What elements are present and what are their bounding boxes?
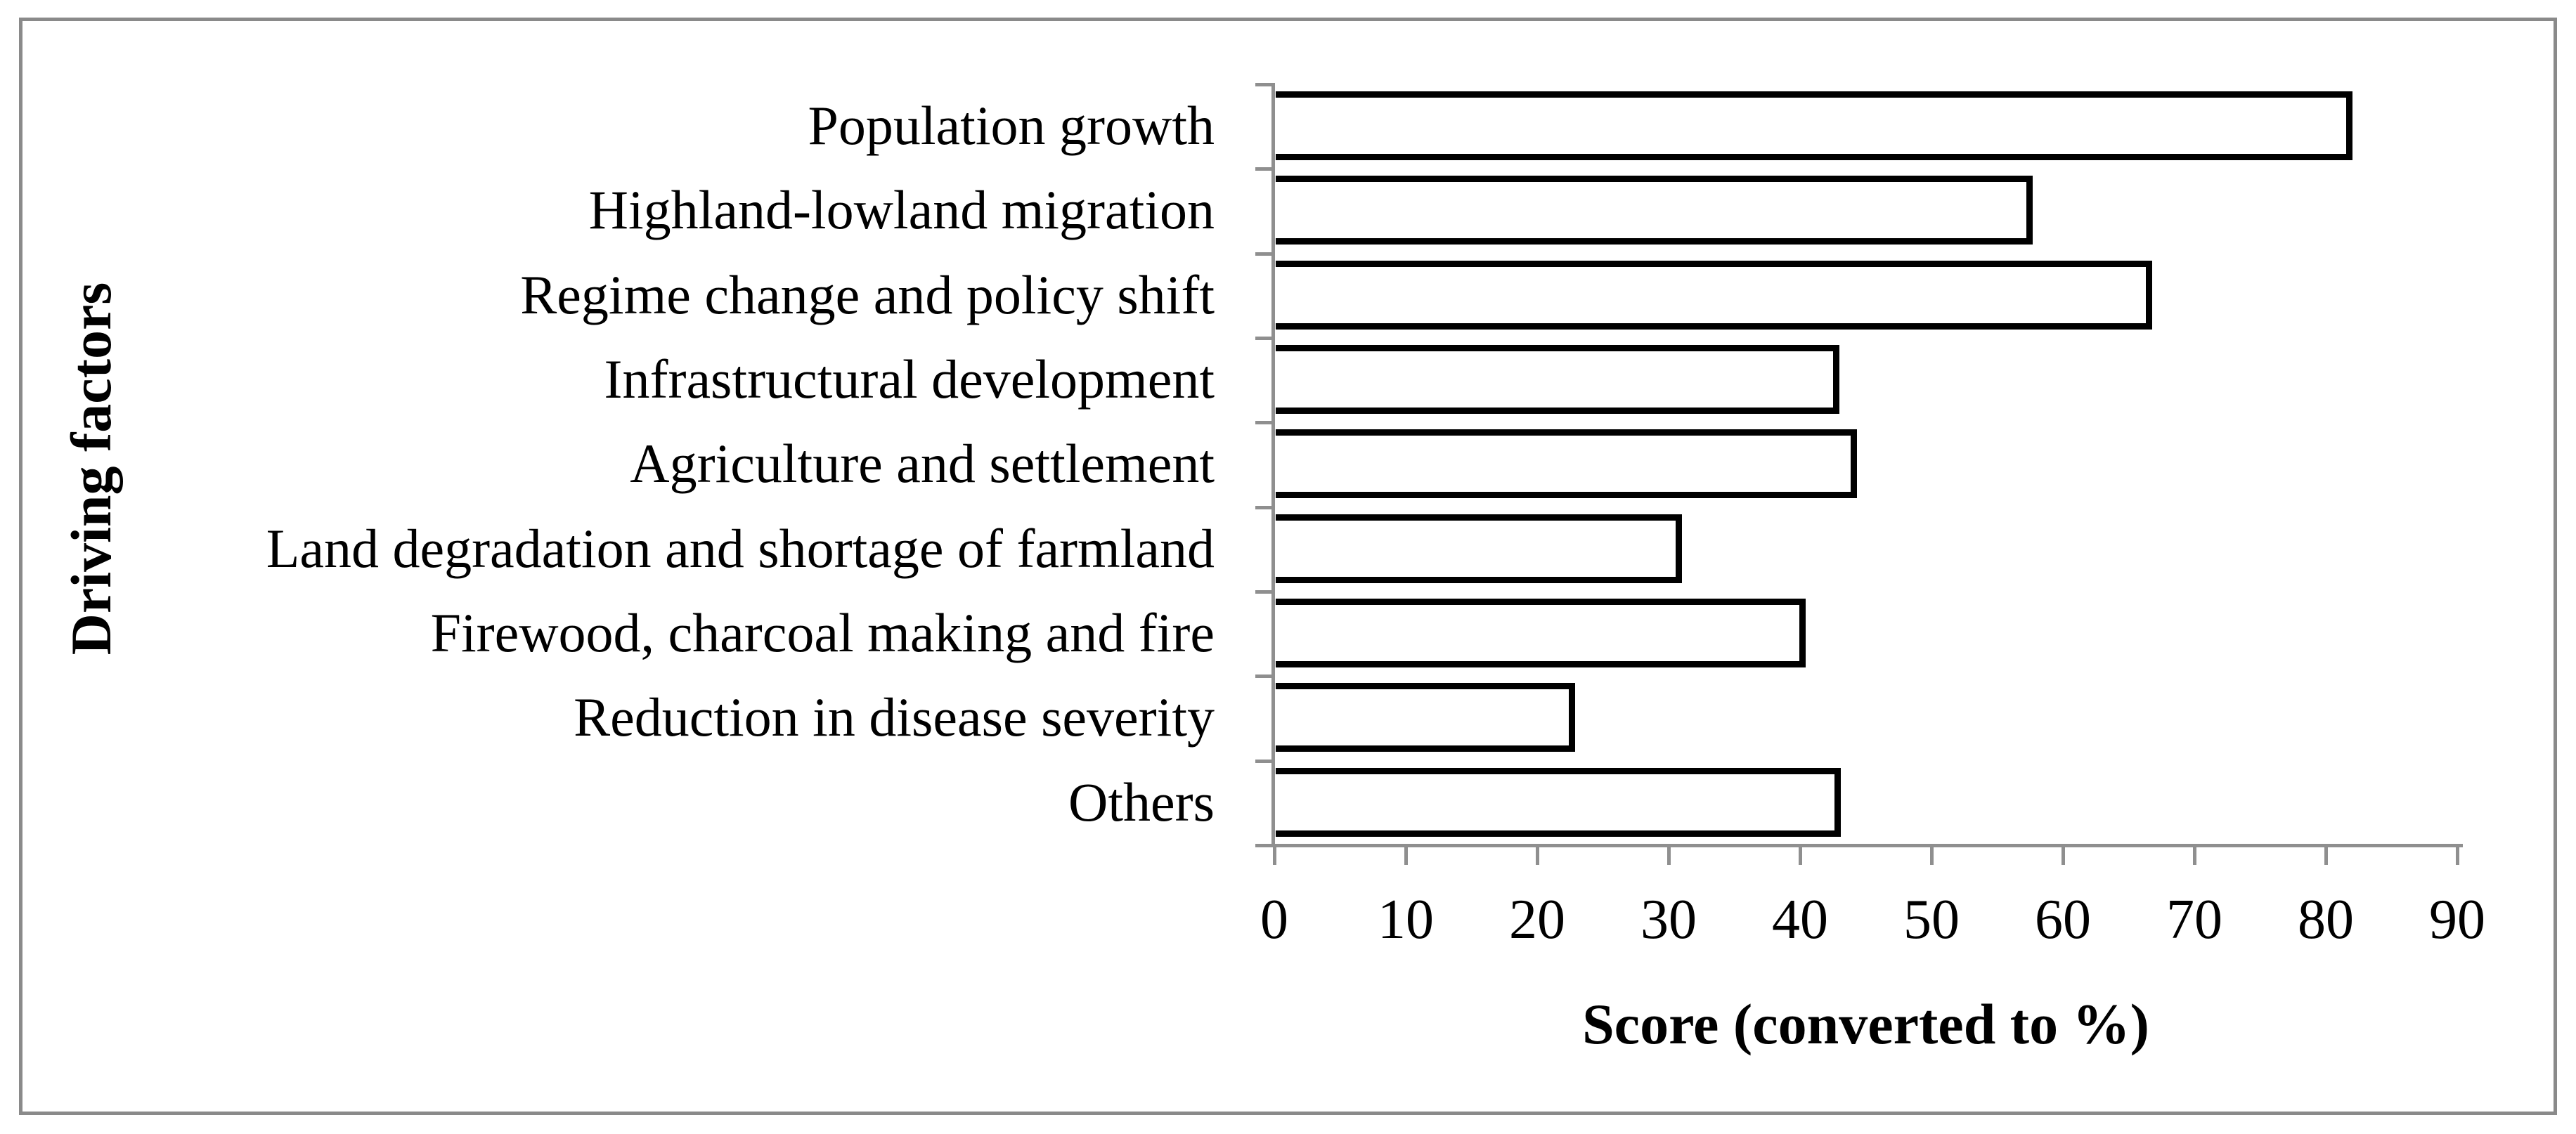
x-axis-tick-label: 50: [1903, 889, 1960, 951]
y-axis-category-tick: [1255, 760, 1274, 763]
category-label: Regime change and policy shift: [520, 264, 1215, 325]
x-axis-tick: [1930, 844, 1934, 865]
x-axis-tick: [2324, 844, 2328, 865]
bar-firewood-charcoal-making-and-fire: [1276, 599, 1806, 667]
x-axis-tick: [2456, 844, 2459, 865]
category-label: Infrastructural development: [604, 348, 1215, 410]
bar-population-growth: [1276, 91, 2352, 160]
x-axis-tick-label: 20: [1509, 889, 1565, 951]
bar-infrastructural-development: [1276, 345, 1839, 414]
bar-land-degradation-and-shortage-of-farmland: [1276, 514, 1682, 583]
y-axis-category-tick: [1255, 337, 1274, 340]
y-axis-category-tick: [1255, 506, 1274, 509]
bar-agriculture-and-settlement: [1276, 429, 1857, 498]
y-axis-line: [1271, 83, 1275, 847]
x-axis-tick-label: 90: [2429, 889, 2485, 951]
bar-highland-lowland-migration: [1276, 176, 2033, 245]
category-label: Others: [1068, 771, 1215, 833]
y-axis-category-tick: [1255, 590, 1274, 594]
category-label: Agriculture and settlement: [630, 433, 1215, 494]
x-axis-tick-label: 60: [2035, 889, 2091, 951]
y-axis-category-tick: [1255, 674, 1274, 678]
y-axis-category-tick: [1255, 421, 1274, 424]
x-axis-tick-label: 70: [2166, 889, 2222, 951]
y-axis-category-tick: [1255, 252, 1274, 256]
y-axis-category-tick: [1255, 167, 1274, 171]
category-label: Reduction in disease severity: [574, 686, 1215, 748]
x-axis-tick: [1404, 844, 1408, 865]
x-axis-tick: [1273, 844, 1276, 865]
x-axis-title: Score (converted to %): [1582, 992, 2149, 1056]
x-axis-tick-label: 30: [1640, 889, 1697, 951]
x-axis-tick: [2062, 844, 2065, 865]
category-label: Land degradation and shortage of farmlan…: [266, 518, 1215, 579]
x-axis-tick-label: 10: [1378, 889, 1434, 951]
category-label: Population growth: [808, 95, 1215, 156]
y-axis-title: Driving factors: [59, 282, 123, 656]
bar-regime-change-and-policy-shift: [1276, 261, 2152, 330]
category-label: Firewood, charcoal making and fire: [430, 602, 1215, 663]
x-axis-tick: [1667, 844, 1671, 865]
x-axis-tick: [1536, 844, 1539, 865]
category-label: Highland-lowland migration: [588, 179, 1215, 240]
bar-others: [1276, 768, 1841, 837]
x-axis-tick-label: 0: [1260, 889, 1288, 951]
x-axis-tick-label: 80: [2298, 889, 2354, 951]
x-axis-tick: [1799, 844, 1802, 865]
x-axis-line: [1255, 844, 2463, 847]
x-axis-tick: [2193, 844, 2196, 865]
x-axis-tick-label: 40: [1772, 889, 1828, 951]
bar-reduction-in-disease-severity: [1276, 683, 1575, 752]
y-axis-category-tick: [1255, 83, 1274, 86]
